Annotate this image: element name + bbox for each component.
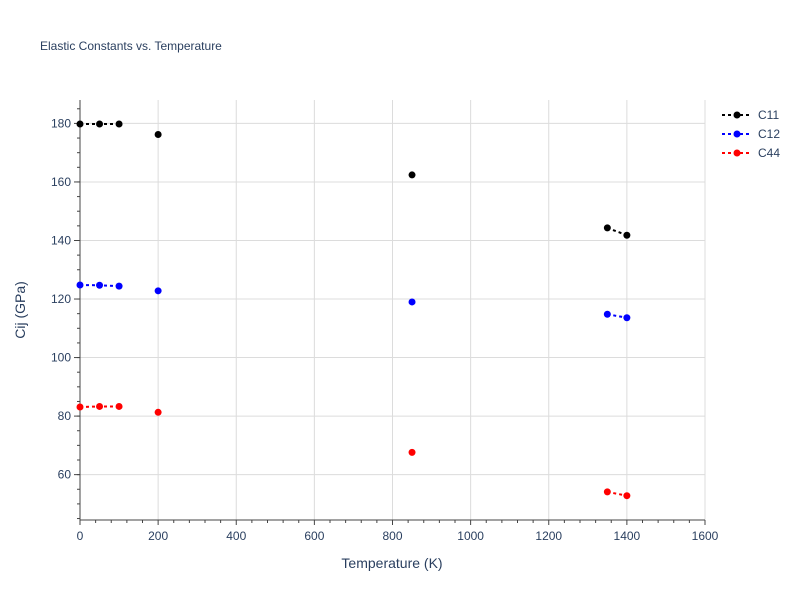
data-point-c44 <box>154 408 162 416</box>
chart-title: Elastic Constants vs. Temperature <box>40 39 222 53</box>
legend-item-c44[interactable]: C44 <box>722 146 780 160</box>
data-point-c12 <box>603 310 611 318</box>
data-point-c12 <box>623 314 631 322</box>
y-tick-label: 140 <box>51 233 71 247</box>
x-tick-label: 1400 <box>614 529 641 543</box>
x-axis-label: Temperature (K) <box>341 555 442 571</box>
data-point-c44 <box>623 492 631 500</box>
y-tick-label: 160 <box>51 175 71 189</box>
x-tick-label: 1000 <box>457 529 484 543</box>
data-point-c44 <box>603 488 611 496</box>
data-point-c11 <box>76 120 84 128</box>
legend-marker-c44 <box>733 149 741 157</box>
y-tick-label: 180 <box>51 116 71 130</box>
data-point-c11 <box>623 231 631 239</box>
data-point-c44 <box>408 448 416 456</box>
data-point-c11 <box>603 224 611 232</box>
y-tick-label: 80 <box>58 409 72 423</box>
data-point-c12 <box>115 282 123 290</box>
data-point-c44 <box>96 402 104 410</box>
legend-label-c12: C12 <box>758 127 780 141</box>
x-tick-label: 400 <box>226 529 246 543</box>
x-tick-label: 0 <box>77 529 84 543</box>
legend[interactable]: C11 C12 C44 <box>722 108 780 160</box>
y-tick-label: 60 <box>58 468 72 482</box>
data-point-c11 <box>154 131 162 139</box>
x-tick-label: 600 <box>304 529 324 543</box>
data-point-c12 <box>96 281 104 289</box>
legend-item-c11[interactable]: C11 <box>722 108 779 122</box>
data-point-c11 <box>408 171 416 179</box>
data-point-c44 <box>76 403 84 411</box>
x-tick-label: 1600 <box>692 529 719 543</box>
x-tick-label: 800 <box>382 529 402 543</box>
legend-label-c44: C44 <box>758 146 780 160</box>
y-axis-label: Cij (GPa) <box>12 281 28 339</box>
data-point-c11 <box>115 120 123 128</box>
y-tick-label: 120 <box>51 292 71 306</box>
grid-layer <box>80 100 706 520</box>
data-point-c12 <box>408 298 416 306</box>
data-point-c12 <box>76 281 84 289</box>
x-tick-label: 200 <box>148 529 168 543</box>
data-point-c11 <box>96 120 104 128</box>
series-c12 <box>76 281 631 322</box>
series-layer <box>76 120 631 500</box>
series-c44 <box>76 402 631 500</box>
data-point-c44 <box>115 402 123 410</box>
x-tick-label: 1200 <box>535 529 562 543</box>
legend-item-c12[interactable]: C12 <box>722 127 780 141</box>
axes-layer: 0 200 400 600 800 1000 1200 1400 1600 60 80 100 120 1… <box>51 100 719 543</box>
y-tick-label: 100 <box>51 351 71 365</box>
legend-marker-c11 <box>733 111 741 119</box>
series-c11 <box>76 120 631 239</box>
legend-marker-c12 <box>733 130 741 138</box>
data-point-c12 <box>154 287 162 295</box>
legend-label-c11: C11 <box>758 108 779 122</box>
